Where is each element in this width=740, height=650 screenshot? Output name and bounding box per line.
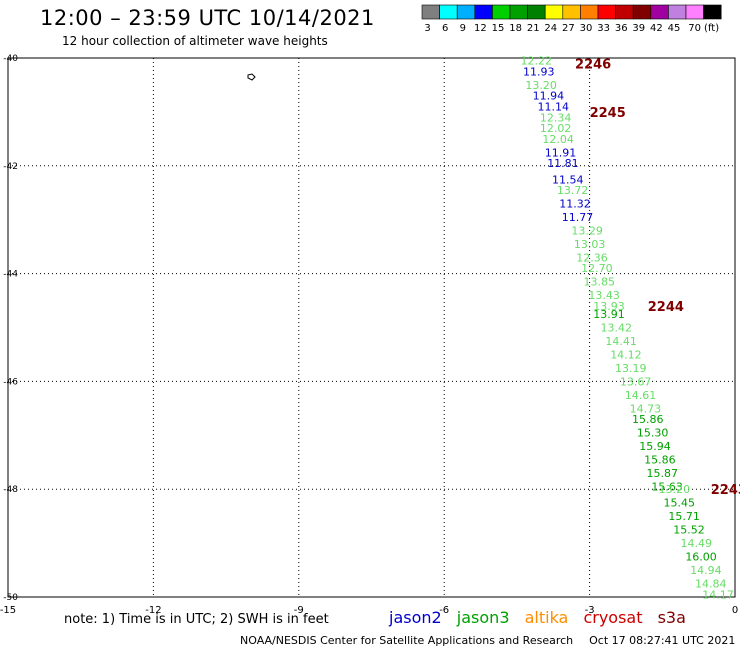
color-scale-label: 42 [650,23,663,34]
color-scale-label: 9 [460,23,466,34]
x-tick-label: -12 [145,605,161,616]
color-swatch [703,4,722,20]
swh-value-s3a: 13.03 [574,238,606,251]
color-scale-label: 15 [492,23,505,34]
legend-item-jason2: jason2 [389,608,442,627]
time-label: 2245 [590,106,626,121]
swh-value-jason3: 15.30 [637,427,669,440]
color-scale-label: 18 [509,23,522,34]
swh-value-jason3: 15.63 [651,481,683,494]
time-label: 2244 [648,300,684,315]
color-scale-label: 33 [597,23,610,34]
swh-value-s3a: 14.41 [605,335,637,348]
swh-value-s3a: 14.73 [630,402,662,415]
swh-value-s3a: 13.29 [571,224,603,237]
x-tick-label: -6 [439,605,449,616]
color-scale-label: 21 [527,23,540,34]
color-scale-bar: 3 6 9 12 15 18 21 24 27 30 33 36 39 42 45 70 (ft) [421,4,722,34]
legend-item-jason3: jason3 [456,608,510,627]
legend-item-altika: altika [524,608,569,627]
swh-value-s3a: 13.43 [588,289,620,302]
color-scale-label: 70 [688,23,701,34]
color-scale-label: (ft) [704,23,719,34]
color-scale-label: 6 [442,23,448,34]
legend-item-cryosat: cryosat [583,608,643,627]
x-tick-label: 0 [732,605,738,616]
swh-value-s3a: 13.67 [620,375,652,388]
swh-value-jason3: 15.86 [644,454,676,467]
swh-value-jason2: 11.91 [545,146,577,159]
y-tick-label: -50 [3,593,18,603]
color-scale-label: 3 [424,23,430,34]
swh-value-s3a: 12.04 [542,133,574,146]
plot-area: -15 -12 -9 -6 -3 0 -40 -42 -44 -46 -48 -50 11.93 11.9… [0,54,740,616]
swh-value-jason3: 15.71 [668,510,700,523]
y-tick-label: -48 [3,485,18,495]
swh-value-s3a: 12.02 [540,122,572,135]
swh-value-jason3: 15.87 [647,467,679,480]
swh-value-jason2: 11.94 [533,90,565,103]
footnote: note: 1) Time is in UTC; 2) SWH is in fe… [64,612,329,627]
swh-value-s3a: 13.20 [659,483,691,496]
time-label: 2246 [575,57,611,72]
color-scale-label: 39 [632,23,645,34]
y-tick-label: -42 [3,162,18,172]
swh-value-s3a: 14.94 [690,564,722,577]
y-tick-label: -40 [3,54,18,64]
swh-value-s3a: 14.12 [610,348,642,361]
swh-value-s3a: 12.22 [521,55,553,68]
swh-value-jason2: 11.93 [523,65,555,78]
swh-value-jason2: 11.32 [559,198,591,211]
swh-value-s3a: 14.61 [625,389,657,402]
color-scale-label: 24 [544,23,557,34]
credit-line: NOAA/NESDIS Center for Satellite Applica… [240,634,735,647]
color-scale-label: 27 [562,23,575,34]
swh-value-s3a: 12.36 [576,251,608,264]
color-scale-label: 12 [474,23,487,34]
x-tick-label: -15 [0,605,16,616]
swh-value-s3a: 13.19 [615,362,647,375]
swh-value-jason3: 15.52 [673,524,705,537]
swh-value-s3a: 13.72 [557,184,589,197]
y-tick-label: -44 [3,270,18,280]
swh-value-jason2: 11.14 [538,101,570,114]
swh-value-s3a: 13.42 [601,322,633,335]
swh-value-jason2: 11.54 [552,173,584,186]
y-tick-label: -46 [3,377,18,387]
swh-value-s3a: 13.93 [593,300,625,313]
swh-value-jason3: 13.91 [593,308,625,321]
swh-value-jason3: 15.86 [632,413,664,426]
swh-value-jason3: 15.94 [639,440,671,453]
swh-value-s3a: 14.49 [680,537,712,550]
credit-org: NOAA/NESDIS Center for Satellite Applica… [240,634,574,647]
credit-timestamp: Oct 17 08:27:41 UTC 2021 [589,634,736,647]
swh-value-jason2: 11.77 [562,211,594,224]
swh-value-s3a: 13.85 [584,276,616,289]
swh-value-jason2: 11.81 [547,157,579,170]
swh-value-jason3: 15.45 [664,497,696,510]
satellite-legend: jason2 jason3 altika cryosat s3a [389,608,696,627]
swh-value-s3a: 12.34 [540,111,572,124]
chart-title: 12:00 – 23:59 UTC 10/14/2021 [40,6,375,30]
time-label: 2243 [711,483,740,498]
swh-value-s3a: 13.20 [525,79,557,92]
swh-value-s3a: 12.70 [581,262,613,275]
swh-value-jason3: 16.00 [685,551,717,564]
color-scale-label: 36 [615,23,628,34]
plot-frame [7,57,736,598]
x-tick-label: -3 [585,605,595,616]
color-scale-label: 30 [580,23,593,34]
swh-value-s3a: 14.17 [702,588,734,601]
color-scale-label: 45 [668,23,681,34]
legend-item-s3a: s3a [657,608,686,627]
island-outline [247,73,256,81]
chart-subtitle: 12 hour collection of altimeter wave hei… [62,34,328,48]
x-tick-label: -9 [294,605,304,616]
swh-value-s3a: 14.84 [695,578,727,591]
